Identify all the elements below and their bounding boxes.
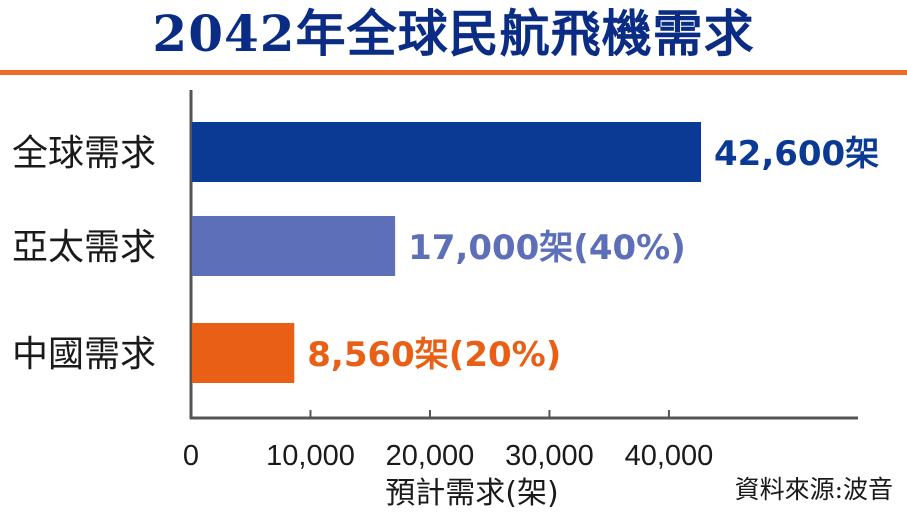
source-note: 資料來源:波音: [734, 475, 893, 504]
x-tick-label: 10,000: [266, 440, 355, 472]
value-label: 8,560架(20%): [307, 335, 561, 375]
bar: [192, 122, 701, 182]
x-tick-label: 20,000: [386, 440, 475, 472]
x-tick-label: 30,000: [505, 440, 594, 472]
bar: [192, 323, 295, 383]
category-label: 亞太需求: [12, 227, 156, 268]
chart-title: 2042年全球民航飛機需求: [152, 4, 755, 63]
title-divider: [0, 70, 907, 75]
x-tick-label: 0: [183, 440, 199, 472]
x-axis-label: 預計需求(架): [385, 476, 558, 511]
category-label: 全球需求: [12, 133, 156, 174]
category-label: 中國需求: [12, 334, 156, 375]
value-label: 17,000架(40%): [408, 228, 686, 268]
value-label: 42,600架: [714, 134, 879, 174]
x-tick-label: 40,000: [625, 440, 714, 472]
bar: [192, 216, 396, 276]
